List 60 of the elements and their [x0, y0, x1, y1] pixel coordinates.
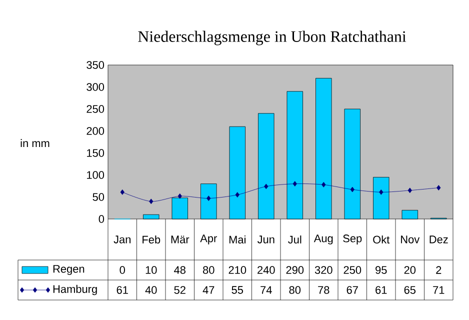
- data-label: 10: [146, 266, 157, 274]
- point: [292, 181, 297, 186]
- legend-label: Regen: [53, 265, 84, 275]
- y-tick-label: 100: [87, 171, 104, 179]
- data-label: 290: [286, 266, 304, 274]
- point: [322, 182, 326, 188]
- x-tick-label: Okt: [373, 235, 390, 244]
- data-label: 47: [202, 286, 214, 294]
- point: [178, 193, 182, 199]
- y-tick-label: 150: [87, 149, 104, 157]
- x-tick-label: Sep: [343, 234, 362, 244]
- data-label: 20: [404, 266, 416, 274]
- point: [264, 184, 268, 190]
- point: [379, 189, 384, 195]
- legend-label: Hamburg: [53, 284, 97, 296]
- data-label: 71: [433, 286, 444, 294]
- y-tick-label: 50: [92, 193, 104, 201]
- data-label: 65: [404, 286, 416, 294]
- point: [149, 198, 154, 204]
- data-label: 80: [289, 286, 301, 294]
- y-axis-title: in mm: [20, 139, 50, 147]
- data-label: 320: [314, 266, 332, 274]
- data-label: 0: [120, 266, 125, 274]
- x-tick-label: Mai: [229, 235, 246, 244]
- y-tick-label: 350: [86, 61, 104, 69]
- point: [350, 186, 354, 192]
- x-tick-label: Apr: [200, 234, 217, 244]
- x-tick-label: Jul: [288, 235, 302, 244]
- point: [408, 188, 412, 194]
- data-label: 240: [258, 266, 275, 274]
- data-label: 67: [346, 286, 358, 294]
- x-tick-label: Aug: [314, 234, 333, 244]
- data-label: 210: [228, 266, 246, 274]
- x-tick-label: Feb: [142, 235, 160, 244]
- data-label: 61: [376, 286, 387, 294]
- x-tick-label: Jan: [114, 236, 130, 244]
- point: [206, 196, 211, 202]
- data-label: 55: [232, 286, 244, 294]
- y-tick-label: 0: [98, 215, 104, 223]
- data-label: 61: [116, 286, 128, 294]
- x-tick-label: Mär: [171, 236, 190, 244]
- x-tick-label: Jun: [257, 236, 274, 244]
- y-tick-label: 200: [86, 127, 104, 135]
- data-label: 250: [344, 266, 362, 274]
- point: [120, 189, 124, 195]
- data-label: 78: [318, 286, 330, 294]
- point: [436, 185, 441, 190]
- data-label: 2: [436, 266, 442, 274]
- data-label: 95: [376, 266, 387, 274]
- x-tick-label: Nov: [401, 236, 420, 244]
- point: [235, 192, 240, 198]
- y-tick-label: 300: [86, 83, 104, 91]
- chart-title: Niederschlagsmenge in Ubon Ratchathani: [138, 30, 406, 46]
- x-tick-label: Dez: [430, 236, 448, 244]
- data-label: 48: [174, 266, 186, 274]
- data-label: 52: [174, 286, 186, 294]
- data-label: 40: [145, 286, 157, 294]
- data-label: 74: [260, 286, 272, 294]
- data-label: 80: [203, 266, 214, 274]
- y-tick-label: 250: [86, 105, 104, 113]
